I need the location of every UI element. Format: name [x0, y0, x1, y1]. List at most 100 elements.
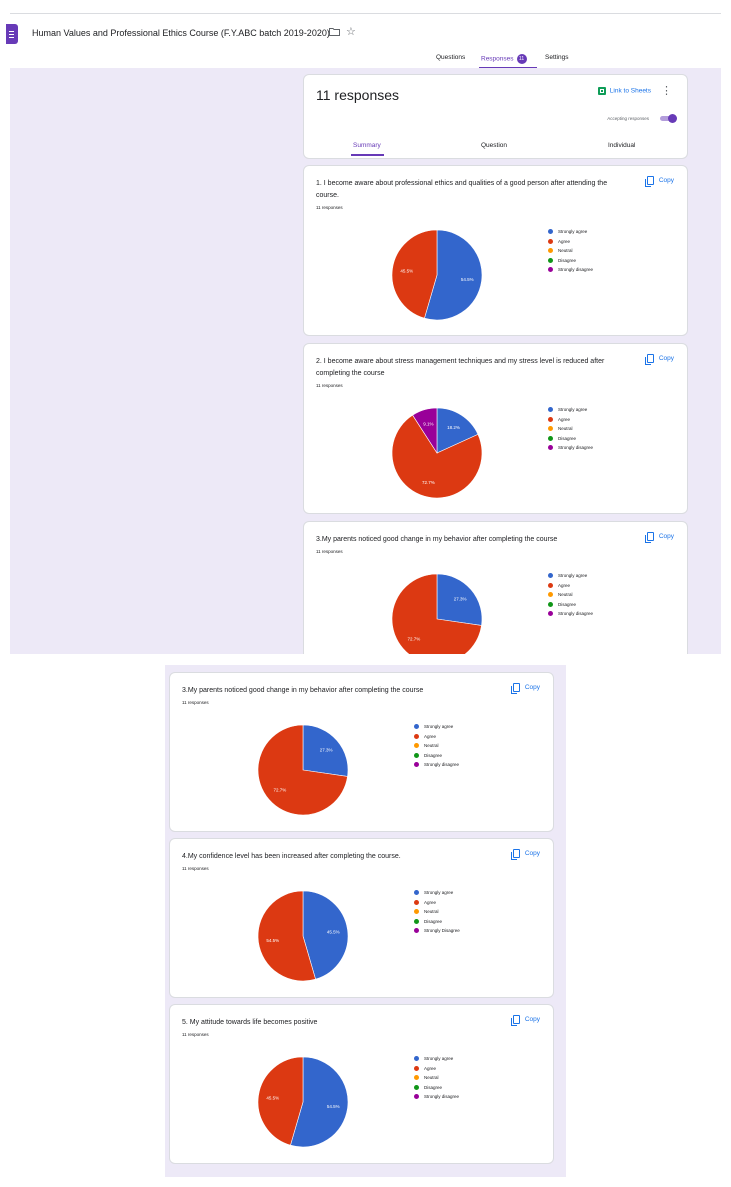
legend-label: Strongly agree	[424, 724, 454, 730]
link-to-sheets-button[interactable]: Link to Sheets	[597, 87, 651, 95]
pie-chart: 27.3% 72.7%	[391, 573, 483, 654]
copy-label: Copy	[524, 684, 540, 692]
copy-label: Copy	[524, 1016, 540, 1024]
pie-slice-label: 72.7%	[273, 788, 286, 793]
legend-swatch	[548, 601, 553, 607]
subtab-individual[interactable]: Individual	[608, 142, 636, 149]
legend-item: Disagree	[414, 917, 460, 927]
question-response-count: 11 responses	[316, 383, 343, 388]
legend-label: Strongly agree	[558, 229, 588, 235]
folder-icon[interactable]	[329, 28, 340, 36]
legend-swatch	[414, 733, 419, 739]
legend-swatch	[548, 611, 553, 617]
subtab-summary[interactable]: Summary	[353, 142, 381, 149]
legend-item: Strongly disagree	[548, 265, 593, 275]
copy-icon	[510, 683, 520, 694]
legend-item: Strongly agree	[414, 722, 459, 732]
legend-swatch	[414, 890, 419, 896]
legend-label: Agree	[424, 899, 437, 905]
more-vert-icon[interactable]: ⋮	[661, 85, 672, 97]
tab-settings[interactable]: Settings	[545, 54, 569, 61]
legend-item: Strongly disagree	[548, 609, 593, 619]
copy-chart-button[interactable]: Copy	[510, 683, 540, 694]
legend-label: Disagree	[424, 1084, 443, 1090]
copy-chart-button[interactable]: Copy	[644, 354, 674, 365]
legend-swatch	[414, 1056, 419, 1062]
legend-item: Strongly agree	[548, 227, 593, 237]
tab-responses[interactable]: Responses 11	[481, 54, 527, 64]
chart-legend: Strongly agree Agree Neutral Disagree Strong…	[414, 722, 459, 770]
legend-item: Strongly Disagree	[414, 926, 460, 936]
question-title: 3.My parents noticed good change in my b…	[182, 687, 424, 694]
star-icon[interactable]: ☆	[346, 26, 356, 38]
copy-icon	[510, 849, 520, 860]
question-response-count: 11 responses	[182, 866, 209, 871]
legend-label: Neutral	[424, 909, 439, 915]
copy-icon	[644, 176, 654, 187]
accepting-responses-toggle[interactable]	[660, 114, 677, 123]
legend-swatch	[414, 724, 419, 730]
legend-label: Neutral	[558, 592, 573, 598]
legend-item: Strongly disagree	[414, 1092, 459, 1102]
legend-swatch	[414, 752, 419, 758]
legend-item: Strongly agree	[548, 571, 593, 581]
question-title: 4.My confidence level has been increased…	[182, 853, 401, 860]
copy-label: Copy	[658, 355, 674, 363]
legend-item: Disagree	[414, 1083, 459, 1093]
chart-legend: Strongly agree Agree Neutral Disagree Strong…	[548, 227, 593, 275]
question-response-count: 11 responses	[316, 549, 343, 554]
legend-swatch	[414, 1084, 419, 1090]
subtab-question[interactable]: Question	[481, 142, 508, 149]
tab-questions[interactable]: Questions	[436, 54, 466, 61]
question-title: 1. I become aware about professional eth…	[316, 180, 608, 199]
pie-slice-agree	[257, 890, 316, 982]
question-card: 1. I become aware about professional eth…	[303, 165, 688, 336]
legend-item: Neutral	[548, 246, 593, 256]
pie-slice-agree	[391, 414, 483, 499]
question-response-count: 11 responses	[182, 700, 209, 705]
copy-chart-button[interactable]: Copy	[644, 176, 674, 187]
pie-slice-label: 54.5%	[461, 277, 474, 282]
legend-label: Strongly disagree	[424, 1094, 460, 1100]
copy-chart-button[interactable]: Copy	[510, 849, 540, 860]
copy-icon	[644, 532, 654, 543]
legend-swatch	[548, 407, 553, 413]
legend-item: Agree	[414, 898, 460, 908]
copy-chart-button[interactable]: Copy	[644, 532, 674, 543]
pie-chart: 54.5% 45.5%	[257, 1056, 349, 1148]
legend-label: Neutral	[558, 426, 573, 432]
form-title[interactable]: Human Values and Professional Ethics Cou…	[32, 28, 330, 38]
question-response-count: 11 responses	[316, 205, 343, 210]
pie-slice-label: 27.3%	[320, 748, 333, 753]
legend-item: Agree	[548, 581, 593, 591]
legend-swatch	[414, 918, 419, 924]
form-tabs: Questions Responses 11 Settings	[0, 54, 731, 69]
subtab-indicator	[351, 154, 384, 156]
legend-label: Strongly disagree	[558, 611, 594, 617]
question-response-count: 11 responses	[182, 1032, 209, 1037]
copy-chart-button[interactable]: Copy	[510, 1015, 540, 1026]
legend-swatch	[548, 267, 553, 273]
legend-label: Strongly agree	[424, 890, 454, 896]
legend-label: Strongly agree	[558, 573, 588, 579]
question-title: 3.My parents noticed good change in my b…	[316, 536, 558, 543]
pie-slice-label: 45.5%	[400, 268, 413, 273]
legend-label: Disagree	[558, 435, 577, 441]
legend-item: Neutral	[414, 1073, 459, 1083]
legend-swatch	[548, 248, 553, 254]
pie-slice-label: 45.5%	[266, 1095, 279, 1100]
pie-slice-agree	[391, 573, 482, 654]
legend-label: Strongly Disagree	[424, 928, 460, 934]
pie-slice-label: 72.7%	[422, 480, 435, 485]
forms-doc-icon[interactable]	[6, 24, 18, 44]
top-divider	[10, 13, 721, 14]
responses-summary-card: 11 responses Link to Sheets ⋮ Accepting …	[303, 74, 688, 159]
pie-chart: 54.5% 45.5%	[391, 229, 483, 321]
legend-swatch	[414, 1094, 419, 1100]
pie-chart: 27.3% 72.7%	[257, 724, 349, 816]
accepting-responses-label: Accepting responses	[607, 116, 649, 121]
legend-item: Neutral	[414, 741, 459, 751]
legend-item: Agree	[548, 415, 593, 425]
legend-label: Disagree	[424, 918, 443, 924]
legend-swatch	[548, 435, 553, 441]
